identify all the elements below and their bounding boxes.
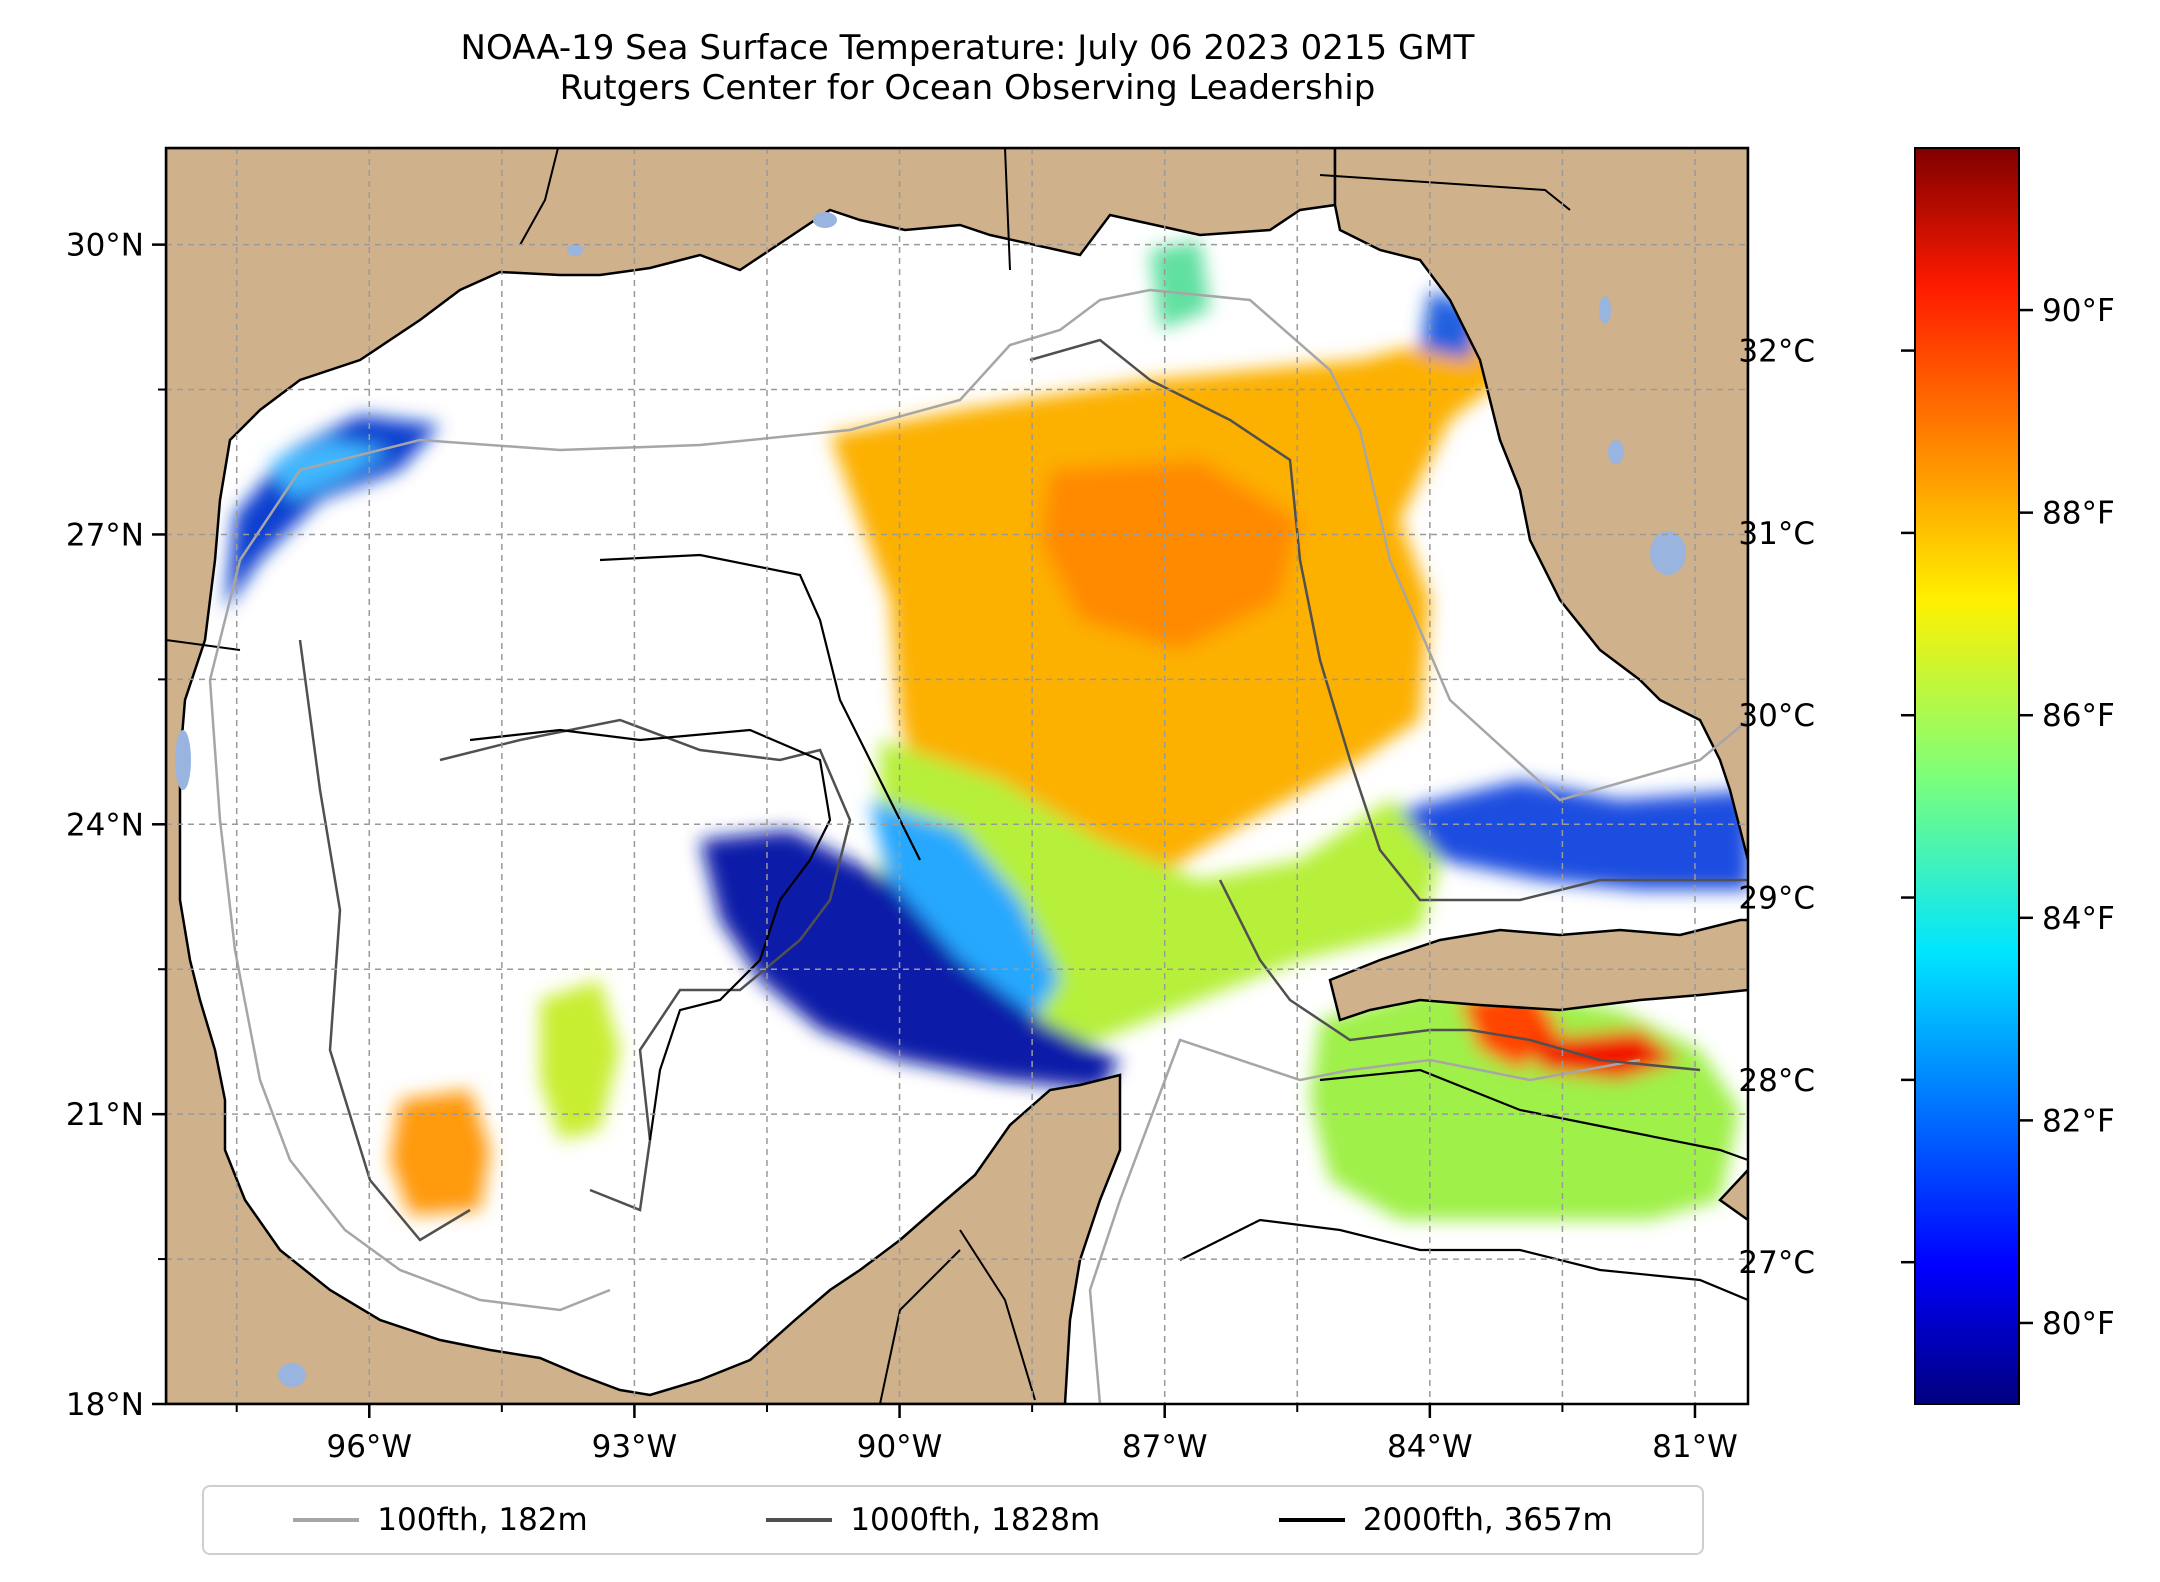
legend: 100fth, 182m 1000fth, 1828m 2000fth, 365… [202, 1485, 1704, 1555]
lat-tick-label: 18°N [66, 1387, 144, 1423]
inland-water [175, 212, 1686, 1387]
legend-item-2000fth: 2000fth, 3657m [1278, 1502, 1613, 1538]
fahrenheit-tick-label: 82°F [2042, 1103, 2115, 1139]
lat-tick-label: 30°N [66, 228, 144, 264]
fahrenheit-tick-label: 88°F [2042, 496, 2115, 532]
celsius-tick-label: 30°C [1738, 698, 1815, 734]
fahrenheit-tick-label: 80°F [2042, 1306, 2115, 1342]
legend-label: 2000fth, 3657m [1362, 1502, 1613, 1538]
bathymetry-contours [208, 288, 1748, 1404]
longitude-axis: 96°W 93°W 90°W 87°W 84°W 81°W [235, 1404, 1738, 1465]
lon-tick-label: 87°W [1122, 1429, 1208, 1465]
chart-subtitle: Rutgers Center for Ocean Observing Leade… [559, 68, 1376, 108]
celsius-tick-label: 32°C [1738, 334, 1815, 370]
graticule-gridlines [166, 148, 1748, 1404]
fahrenheit-tick-label: 84°F [2042, 901, 2115, 937]
celsius-tick-label: 27°C [1738, 1245, 1815, 1281]
chart-title: NOAA-19 Sea Surface Temperature: July 06… [460, 28, 1475, 68]
celsius-tick-label: 28°C [1738, 1063, 1815, 1099]
lon-tick-label: 90°W [857, 1429, 943, 1465]
celsius-tick-label: 31°C [1738, 516, 1815, 552]
lat-tick-label: 21°N [66, 1097, 144, 1133]
legend-swatch [766, 1518, 833, 1522]
lon-tick-label: 84°W [1387, 1429, 1473, 1465]
lat-tick-label: 24°N [66, 807, 144, 843]
lon-tick-label: 81°W [1652, 1429, 1738, 1465]
legend-swatch [293, 1518, 360, 1522]
fahrenheit-tick-label: 90°F [2042, 293, 2115, 329]
fahrenheit-tick-label: 86°F [2042, 698, 2115, 734]
colorbar [1914, 147, 2020, 1405]
lat-tick-label: 27°N [66, 517, 144, 553]
sst-field [225, 240, 1748, 1220]
colorbar-fahrenheit-axis: 80°F 82°F 84°F 86°F 88°F 90°F [2019, 293, 2115, 1342]
colorbar-celsius-axis: 27°C 28°C 29°C 30°C 31°C 32°C [1738, 334, 1915, 1281]
contour-100fth [208, 288, 1748, 1404]
land [166, 148, 1748, 1404]
celsius-tick-label: 29°C [1738, 881, 1815, 917]
contour-2000fth [469, 553, 1748, 1302]
legend-item-1000fth: 1000fth, 1828m [766, 1502, 1100, 1538]
contour-1000fth [298, 338, 1748, 1242]
latitude-axis: 18°N 21°N 24°N 27°N 30°N [66, 228, 166, 1423]
legend-swatch [1278, 1518, 1345, 1522]
map-frame [164, 146, 1750, 1406]
lon-tick-label: 96°W [326, 1429, 412, 1465]
legend-label: 100fth, 182m [377, 1502, 588, 1538]
lon-tick-label: 93°W [592, 1429, 678, 1465]
legend-label: 1000fth, 1828m [850, 1502, 1101, 1538]
political-borders [166, 148, 1571, 1404]
legend-item-100fth: 100fth, 182m [293, 1502, 588, 1538]
